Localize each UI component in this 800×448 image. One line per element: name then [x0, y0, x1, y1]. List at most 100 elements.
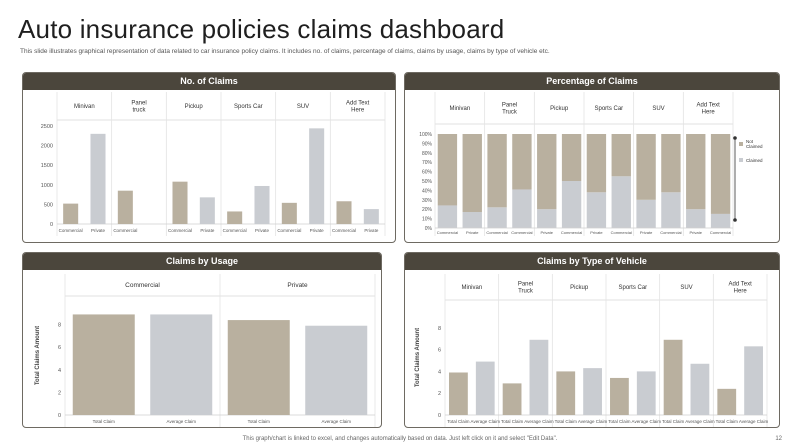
y-tick-label: 2500 [41, 124, 53, 130]
bar [90, 133, 106, 224]
x-tick-label: Total Claim [447, 419, 470, 424]
x-tick-label: Average Claim [524, 419, 554, 424]
x-tick-label: Commercial [277, 228, 301, 233]
x-tick-label: Commercial [59, 228, 83, 233]
x-tick-label: Total Claim [501, 419, 524, 424]
bar [227, 211, 243, 224]
y-tick-label: 90% [422, 141, 433, 147]
x-tick-label: Commercial [113, 228, 137, 233]
bar [72, 314, 135, 415]
percentage-of-claims-title: Percentage of Claims [405, 73, 779, 90]
bar [449, 372, 468, 415]
no-of-claims-title: No. of Claims [23, 73, 395, 90]
y-tick-label: 1500 [41, 163, 53, 169]
bar [363, 209, 379, 224]
y-tick-label: 100% [419, 132, 432, 138]
group-label: Pickup [570, 285, 589, 291]
x-tick-label: Commercial [511, 230, 532, 235]
group-label: Pickup [185, 104, 204, 110]
bar [281, 202, 297, 224]
bar [305, 325, 368, 415]
bar-not-claimed [686, 134, 706, 210]
x-tick-label: Total Claim [662, 419, 685, 424]
legend-label-not-claimed: Not [746, 139, 754, 144]
x-tick-label: Private [200, 228, 215, 233]
group-label: Here [734, 289, 748, 295]
page-title: Auto insurance policies claims dashboard [18, 14, 505, 44]
y-tick-label: 30% [422, 198, 433, 204]
x-tick-label: Commercial [223, 228, 247, 233]
bar [63, 203, 79, 224]
y-tick-label: 500 [44, 202, 53, 208]
claims-by-usage-panel[interactable]: Claims by Usage Commercial Private 0 2 4 6 8 To… [22, 252, 382, 428]
bar-claimed [586, 192, 607, 228]
group-label: Minivan [461, 285, 482, 291]
legend-marker-bottom [733, 218, 737, 222]
bar [610, 377, 629, 415]
claims-by-vehicle-title: Claims by Type of Vehicle [405, 253, 779, 270]
group-label: Minivan [449, 106, 470, 112]
x-tick-label: Total Claim [248, 419, 271, 424]
x-tick-label: Commercial [437, 230, 458, 235]
x-tick-label: Average Claim [578, 419, 608, 424]
x-tick-label: Average Claim [632, 419, 662, 424]
y-tick-label: 80% [422, 151, 433, 157]
y-tick-label: 2 [58, 390, 61, 396]
bar-claimed [487, 207, 507, 228]
y-tick-label: 4 [438, 369, 441, 375]
y-tick-label: 6 [58, 345, 61, 351]
x-tick-label: Private [91, 228, 106, 233]
group-label: Commercial [125, 282, 160, 289]
bar [475, 361, 495, 415]
bar-claimed [686, 209, 706, 228]
x-tick-label: Commercial [611, 230, 632, 235]
bar-not-claimed [661, 134, 681, 193]
group-label: SUV [297, 104, 309, 110]
y-tick-label: 2 [438, 391, 441, 397]
no-of-claims-panel[interactable]: No. of Claims Minivan Panel truck Pickup Spo… [22, 72, 396, 243]
y-tick-label: 40% [422, 188, 433, 194]
percentage-of-claims-panel[interactable]: Percentage of Claims Minivan Panel Truck Pi… [404, 72, 780, 243]
x-tick-label: Private [466, 230, 479, 235]
group-label: Private [287, 282, 308, 289]
bar [529, 339, 549, 415]
bar-claimed [661, 192, 681, 228]
bar-claimed [512, 189, 532, 228]
bar [172, 181, 188, 224]
bar [663, 339, 683, 415]
x-tick-label: Average Claim [167, 419, 197, 424]
y-tick-label: 20% [422, 207, 433, 213]
group-label: Pickup [550, 106, 569, 112]
y-tick-label: 8 [58, 323, 61, 329]
group-label: SUV [652, 106, 664, 112]
bar-claimed [561, 181, 582, 228]
group-label: SUV [680, 285, 692, 291]
x-tick-label: Total Claim [555, 419, 578, 424]
claims-by-vehicle-panel[interactable]: Claims by Type of Vehicle Minivan Panel Tr… [404, 252, 780, 428]
page-subtitle: This slide illustrates graphical represe… [20, 48, 550, 55]
bar [309, 128, 325, 224]
bar-claimed [710, 213, 731, 228]
y-axis-label: Total Claims Amount [35, 326, 41, 385]
bar [199, 197, 215, 224]
bar [117, 190, 133, 224]
bar-claimed [636, 199, 656, 228]
bar [502, 383, 522, 415]
x-tick-label: Average Claim [322, 419, 352, 424]
group-label: Add Text [346, 101, 370, 107]
x-tick-label: Commercial [710, 230, 731, 235]
footer-note: This graph/chart is linked to excel, and… [242, 436, 558, 442]
group-label: Sports Car [234, 104, 263, 110]
group-label: truck [132, 108, 146, 114]
claims-by-usage-title: Claims by Usage [23, 253, 381, 270]
x-tick-label: Private [541, 230, 554, 235]
y-tick-label: 4 [58, 368, 61, 374]
y-axis-label: Total Claims Amount [415, 328, 421, 387]
y-tick-label: 50% [422, 179, 433, 185]
y-tick-label: 2000 [41, 144, 53, 150]
group-label: Add Text [729, 282, 753, 288]
bar-not-claimed [462, 134, 482, 213]
group-label: Add Text [697, 103, 721, 109]
legend-swatch-claimed [739, 158, 743, 162]
